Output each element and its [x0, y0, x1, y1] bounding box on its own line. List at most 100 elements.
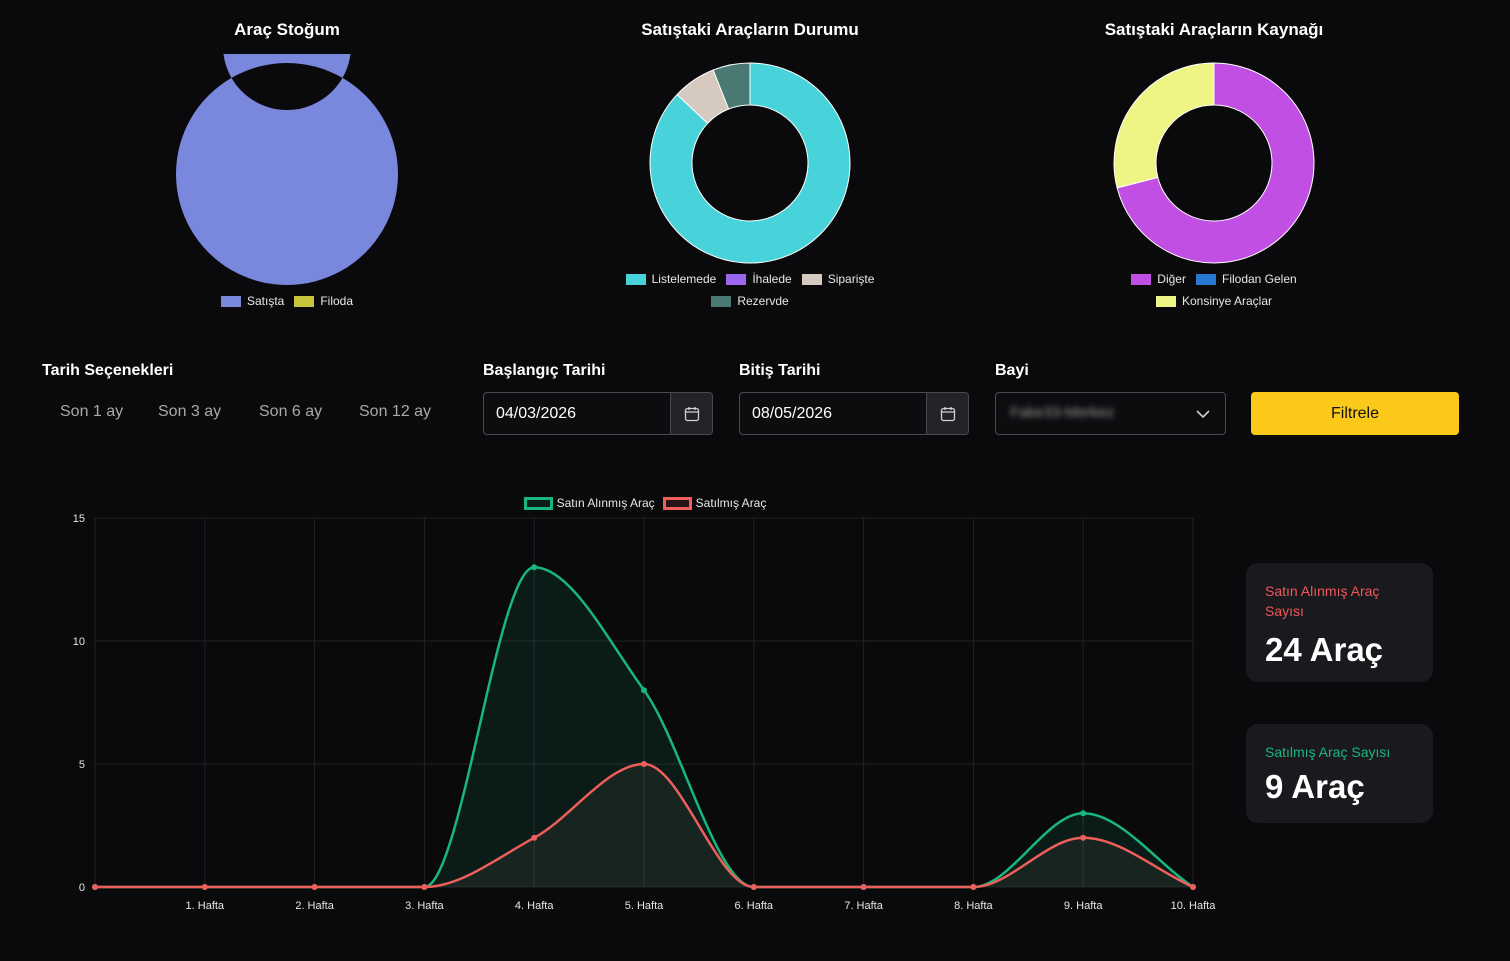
x-tick-label: 2. Hafta — [295, 900, 334, 912]
weekly-line-chart: 0 5 10 15 1. Hafta 2. Hafta 3. Hafta 4. Hafta 5.… — [73, 513, 1217, 912]
data-point-purchased[interactable] — [641, 687, 647, 694]
legend-swatch-sold — [662, 496, 692, 510]
end-date-label: Bitiş Tarihi — [739, 362, 821, 379]
purchased-stat-value: 24 Araç — [1265, 631, 1384, 668]
donut-source-legend: Diğer Filodan Gelen Konsinye Araçlar — [1064, 268, 1364, 312]
donut-slice-listelemede[interactable] — [649, 62, 851, 264]
legend-item-i-halede[interactable]: İhalede — [726, 268, 792, 290]
legend-swatch-purchased — [523, 496, 553, 510]
x-tick-label: 4. Hafta — [515, 900, 554, 912]
data-point-sold[interactable] — [1080, 834, 1087, 841]
legend-item-listelemede[interactable]: Listelemede — [625, 268, 717, 290]
dealer-select[interactable]: Fake33-Merkez — [995, 392, 1226, 435]
sold-stat-value: 9 Araç — [1265, 768, 1365, 805]
legend-item-rezervde[interactable]: Rezervde — [711, 290, 789, 312]
data-point-sold[interactable] — [92, 884, 98, 890]
start-date-picker-button[interactable] — [670, 393, 712, 434]
x-tick-label: 8. Hafta — [954, 900, 993, 912]
range-12-months-button[interactable]: Son 12 ay — [359, 403, 432, 420]
series-line-sold — [95, 762, 1194, 889]
data-point-purchased[interactable] — [1080, 810, 1087, 817]
donut-slice-sat-ta[interactable] — [175, 54, 398, 285]
line-chart-legend: Satın Alınmış Araç Satılmış Araç — [0, 492, 1290, 514]
data-point-sold[interactable] — [311, 884, 318, 890]
range-6-months-button[interactable]: Son 6 ay — [259, 403, 323, 420]
legend-label-sold: Satılmış Araç — [695, 496, 767, 510]
legend-item-di-er[interactable]: Diğer — [1131, 268, 1186, 290]
donut-source-title: Satıştaki Araçların Kaynağı — [1104, 20, 1324, 39]
legend-swatch — [1131, 273, 1152, 285]
calendar-icon — [684, 406, 699, 421]
legend-label: Satışta — [246, 294, 285, 308]
legend-item-konsinye-ara-lar[interactable]: Konsinye Araçlar — [1155, 290, 1273, 312]
donut-stock-chart — [175, 54, 398, 285]
donut-status-legend: Listelemede İhalede Siparişte Rezervde — [600, 268, 900, 312]
data-point-sold[interactable] — [1190, 884, 1196, 890]
x-tick-label: 1. Hafta — [186, 900, 225, 912]
data-point-sold[interactable] — [860, 884, 867, 890]
filter-button[interactable]: Filtrele — [1251, 392, 1459, 435]
donut-stock-legend: Satışta Filoda — [137, 290, 437, 312]
dealer-select-value: Fake33-Merkez — [1010, 404, 1115, 421]
range-1-month-button[interactable]: Son 1 ay — [60, 403, 124, 420]
date-options-label: Tarih Seçenekleri — [42, 362, 174, 379]
donut-slice-di-er[interactable] — [1116, 62, 1315, 264]
x-tick-label: 9. Hafta — [1064, 900, 1103, 912]
x-tick-label: 3. Hafta — [405, 900, 444, 912]
start-date-value[interactable]: 04/03/2026 — [496, 405, 577, 422]
legend-item-filoda[interactable]: Filoda — [294, 290, 353, 312]
x-tick-label: 6. Hafta — [735, 900, 774, 912]
data-point-sold[interactable] — [421, 884, 428, 890]
donut-stock-title: Araç Stoğum — [234, 20, 340, 39]
legend-swatch — [726, 273, 747, 285]
legend-label: Filodan Gelen — [1221, 272, 1297, 286]
data-point-sold[interactable] — [531, 834, 538, 841]
data-point-sold[interactable] — [970, 884, 977, 890]
legend-swatch — [220, 295, 241, 307]
legend-label: Listelemede — [651, 272, 717, 286]
donut-status-chart — [649, 62, 851, 264]
purchased-stat-card: Satın Alınmış Araç Sayısı 24 Araç — [1246, 563, 1433, 682]
x-tick-label: 10. Hafta — [1171, 900, 1217, 912]
legend-item-sipari-te[interactable]: Siparişte — [801, 268, 875, 290]
end-date-field[interactable]: 08/05/2026 — [739, 392, 969, 435]
legend-swatch — [625, 273, 646, 285]
legend-swatch — [711, 295, 732, 307]
donut-source-chart — [1113, 62, 1315, 264]
legend-item-purchased[interactable]: Satın Alınmış Araç — [523, 492, 655, 514]
area-purchased — [95, 567, 1193, 887]
data-point-sold[interactable] — [201, 884, 208, 890]
end-date-picker-button[interactable] — [926, 393, 968, 434]
legend-label: Konsinye Araçlar — [1181, 294, 1273, 308]
legend-swatch — [294, 295, 315, 307]
legend-label: Rezervde — [737, 294, 789, 308]
range-3-months-button[interactable]: Son 3 ay — [158, 403, 222, 420]
sold-stat-card: Satılmış Araç Sayısı 9 Araç — [1246, 724, 1433, 823]
data-point-purchased[interactable] — [531, 564, 538, 571]
legend-label: Siparişte — [827, 272, 875, 286]
legend-item-sold[interactable]: Satılmış Araç — [662, 492, 767, 514]
x-tick-label: 7. Hafta — [844, 900, 883, 912]
legend-item-filodan-gelen[interactable]: Filodan Gelen — [1195, 268, 1297, 290]
y-tick-label: 15 — [73, 513, 85, 525]
y-tick-label: 10 — [73, 636, 85, 648]
chevron-down-icon — [1196, 410, 1210, 419]
start-date-field[interactable]: 04/03/2026 — [483, 392, 713, 435]
y-tick-label: 5 — [79, 759, 85, 771]
dealer-label: Bayi — [995, 362, 1029, 379]
area-sold — [95, 764, 1193, 887]
legend-label: Diğer — [1157, 272, 1186, 286]
y-tick-label: 0 — [79, 882, 85, 894]
x-tick-label: 5. Hafta — [625, 900, 664, 912]
legend-swatch — [1195, 273, 1216, 285]
legend-item-sat-ta[interactable]: Satışta — [220, 290, 285, 312]
data-point-sold[interactable] — [750, 884, 757, 890]
donut-slice-konsinye-ara-lar[interactable] — [1113, 62, 1215, 189]
legend-label-purchased: Satın Alınmış Araç — [556, 496, 655, 510]
donut-slice-rezervde[interactable] — [712, 62, 751, 110]
end-date-value[interactable]: 08/05/2026 — [752, 405, 833, 422]
sold-stat-label: Satılmış Araç Sayısı — [1265, 744, 1391, 760]
legend-label: Filoda — [320, 294, 354, 308]
data-point-sold[interactable] — [641, 761, 647, 767]
legend-swatch — [801, 273, 822, 285]
